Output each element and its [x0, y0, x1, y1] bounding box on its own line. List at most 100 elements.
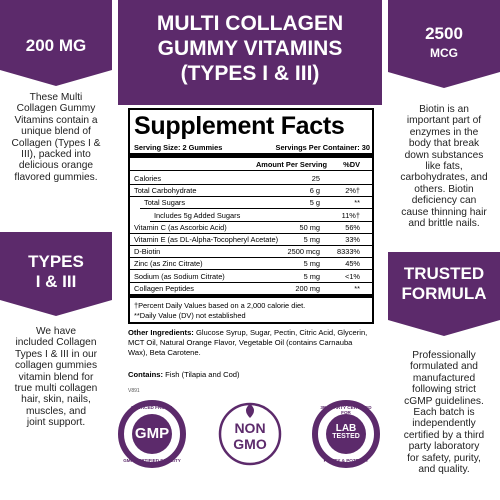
lab-text: LAB [335, 423, 357, 434]
label: Other Ingredients: [128, 328, 194, 337]
panel-text: party laboratory [408, 441, 480, 453]
title-line: (TYPES I & III) [180, 62, 320, 85]
nutrient-dv: <1% [345, 271, 360, 281]
panel-text: We have [35, 326, 77, 337]
text: Fish (Tilapia and Cod) [163, 370, 240, 379]
col-head: %DV [343, 160, 360, 169]
nutrient-amount: 6 g [309, 186, 320, 196]
row-rule [130, 245, 372, 246]
nutrient-amount: 5 mg [303, 271, 320, 281]
lab-bottom: PURITY & POTENCY [323, 458, 369, 463]
panel-text: joint support. [26, 417, 86, 429]
panel-text: Professionally [412, 350, 476, 361]
row-rule [140, 208, 372, 209]
nutrient-dv: 11%† [341, 210, 360, 220]
serving-size: Serving Size: 2 Gummies [134, 143, 223, 152]
panel-text: following strict [412, 384, 476, 396]
nutrient-dv: 33% [345, 235, 360, 244]
gmp-top: SOURCED FROM A [130, 405, 174, 410]
row-rule [130, 196, 372, 197]
nutrient-name: Sodium (as Sodium Citrate) [134, 271, 225, 281]
nutrient-name: Total Carbohydrate [134, 186, 197, 196]
facts-title: Supplement Facts [134, 112, 345, 140]
panel-text: unique blend of [21, 126, 91, 138]
servings-per-container: Servings Per Container: 30 [275, 143, 370, 152]
panel-text: for safety, purity, [407, 452, 481, 464]
nutrient-dv: ** [354, 283, 360, 293]
nutrient-amount: 25 [311, 174, 320, 183]
panel-text: deficiency can [411, 195, 477, 207]
nongmo-text: NON [234, 420, 266, 436]
left-ribbon-1 [0, 0, 112, 86]
panel-text: and quality. [418, 464, 470, 475]
nutrient-name: D-Biotin [134, 247, 161, 257]
badge-text: 2500 [425, 24, 463, 43]
panel-text: III), packed into [21, 149, 91, 160]
row-rule [130, 269, 372, 270]
footnote: †Percent Daily Values based on a 2,000 c… [134, 301, 306, 310]
panel-text: hair, skin, nails, [21, 394, 91, 406]
row-rule [150, 220, 372, 222]
panel-text: Collagen Gummy [16, 103, 96, 115]
other-ingredients: Other Ingredients: Glucose Syrup, Sugar,… [128, 328, 374, 358]
row-rule [130, 184, 372, 185]
panel-text: Collagen (Types I & [11, 137, 101, 149]
panel-text: important part of [406, 115, 482, 127]
nutrient-name: Collagen Peptides [134, 283, 194, 293]
panel-text: certified by a third [403, 429, 485, 441]
panel-text: Biotin is an [419, 104, 469, 115]
lab-core [326, 414, 366, 454]
panel-text: manufactured [412, 372, 476, 384]
nutrient-name: Zinc (as Zinc Citrate) [134, 259, 203, 269]
leaf-icon [246, 404, 254, 418]
gmp-center: GMP [134, 425, 170, 442]
panel-text: vitamin blend for [18, 371, 94, 383]
badge-text: I & III [35, 272, 77, 291]
title-line: MULTI COLLAGEN [156, 12, 344, 35]
nutrient-amount: 50 mg [299, 222, 320, 232]
panel-text: others. Biotin [414, 183, 474, 195]
badge-text: MCG [430, 46, 458, 60]
panel-text: collagen gummies [14, 360, 98, 372]
lab-top: 3RD PARTY CERTIFIED FOR [320, 405, 372, 415]
nutrient-dv: ** [354, 198, 360, 208]
right-ribbon-2 [388, 252, 500, 336]
nutrient-name: Calories [134, 174, 162, 183]
nutrient-amount: 2500 mcg [287, 247, 320, 257]
nutrient-amount: 5 mg [303, 259, 320, 269]
left-ribbon-2 [0, 232, 112, 316]
text: Glucose Syrup, Sugar, Pectin, Citric Aci… [128, 328, 368, 357]
nutrient-amount: 5 g [309, 198, 320, 208]
right-ribbon-1 [388, 0, 500, 88]
row-rule [130, 293, 372, 298]
label: Contains: [128, 370, 164, 379]
panel-text: delicious orange [18, 160, 94, 172]
panel-text: cGMP guidelines. [404, 395, 484, 407]
nutrient-name: Total Sugars [144, 198, 186, 208]
badge-text: TYPES [28, 252, 84, 271]
nongmo-text: GMO [233, 436, 267, 452]
panel-text: These Multi [29, 92, 83, 103]
panel-text: Vitamins contain a [14, 114, 98, 126]
row-rule [130, 232, 372, 234]
nutrient-dv: 2%† [345, 186, 360, 196]
panel-text: included Collagen [15, 337, 97, 349]
panel-text: body that break [408, 138, 480, 150]
panel-text: down substances [404, 149, 484, 161]
panel-text: like fats, [425, 161, 463, 172]
panel-text: muscles, and [25, 405, 87, 417]
rule [130, 170, 372, 171]
contains: Contains: Fish (Tilapia and Cod) [128, 370, 374, 380]
header-band [118, 0, 382, 105]
nutrient-dv: 56% [345, 222, 360, 232]
panel-text: independently [412, 418, 476, 430]
gmp-bottom: GMP CERTIFIED FACILITY [123, 458, 181, 463]
gmp-core [132, 414, 172, 454]
nutrient-name: Includes 5g Added Sugars [154, 210, 241, 220]
panel-text: carbohydrates, and [400, 172, 488, 184]
row-rule [130, 257, 372, 258]
badge-text: FORMULA [401, 284, 487, 303]
panel-text: enzymes in the [409, 126, 479, 138]
